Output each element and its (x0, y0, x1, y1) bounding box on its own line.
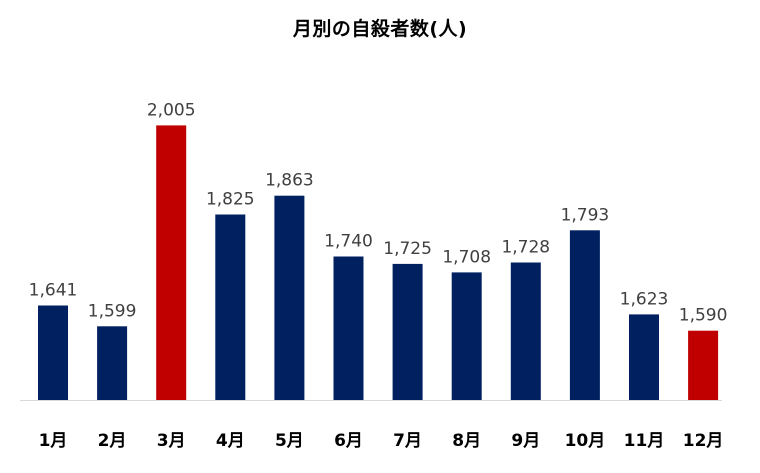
bar-1 (38, 305, 68, 400)
category-label-8: 8月 (452, 431, 481, 451)
data-label-11: 1,623 (620, 289, 669, 309)
category-label-4: 4月 (216, 431, 245, 451)
category-label-5: 5月 (275, 431, 304, 451)
category-label-6: 6月 (334, 431, 363, 451)
data-label-8: 1,708 (442, 247, 491, 267)
bar-9 (510, 262, 541, 400)
data-label-7: 1,725 (383, 239, 432, 259)
category-label-1: 1月 (39, 431, 68, 451)
bar-11 (629, 314, 659, 400)
data-label-2: 1,599 (88, 301, 137, 321)
bar-4 (215, 214, 246, 400)
category-label-12: 12月 (683, 431, 724, 451)
category-label-10: 10月 (565, 431, 606, 451)
bar-2 (97, 326, 128, 400)
category-label-7: 7月 (393, 431, 422, 451)
bar-8 (451, 272, 482, 400)
bar-7 (392, 263, 423, 400)
chart-title: 月別の自殺者数(人) (292, 18, 468, 40)
data-label-4: 1,825 (206, 190, 255, 210)
data-label-5: 1,863 (265, 171, 314, 191)
data-label-3: 2,005 (147, 100, 196, 120)
category-label-9: 9月 (511, 431, 540, 451)
bar-12 (688, 330, 719, 400)
category-label-3: 3月 (157, 431, 186, 451)
data-label-6: 1,740 (324, 232, 373, 252)
data-label-9: 1,728 (501, 238, 550, 258)
data-label-12: 1,590 (679, 306, 728, 326)
bar-3 (156, 125, 187, 401)
bar-5 (274, 195, 305, 400)
category-label-11: 11月 (624, 431, 665, 451)
data-label-1: 1,641 (29, 281, 78, 301)
category-label-2: 2月 (98, 431, 127, 451)
bar-10 (569, 230, 600, 400)
bar-6 (333, 256, 364, 400)
data-label-10: 1,793 (561, 205, 610, 225)
